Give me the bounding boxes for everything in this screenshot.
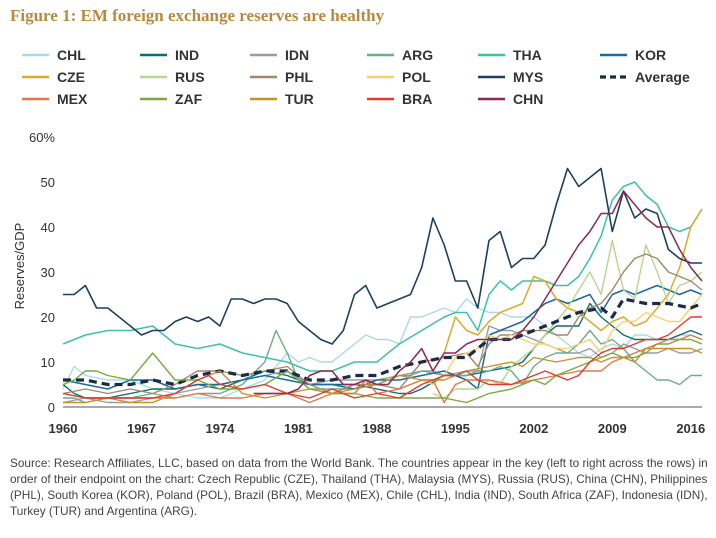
series-line-zaf [62, 338, 703, 404]
series-line-mys [63, 167, 702, 345]
y-tick-label: 30 [41, 265, 55, 280]
plot-area [62, 167, 703, 404]
figure-title: Figure 1: EM foreign exchange reserves a… [10, 6, 385, 25]
legend-label-mex: MEX [57, 91, 88, 107]
y-tick-label: 10 [41, 355, 55, 370]
legend-label-phl: PHL [285, 69, 313, 85]
series-line-chn [253, 190, 703, 395]
source-note: Source: Research Affiliates, LLC, based … [10, 456, 708, 518]
legend-label-idn: IDN [285, 47, 309, 63]
y-tick-label: 20 [41, 310, 55, 325]
x-tick-label: 2016 [676, 421, 705, 436]
legend-label-chl: CHL [57, 47, 86, 63]
legend-label-zaf: ZAF [175, 91, 203, 107]
series-line-average [63, 297, 703, 387]
x-tick-label: 1981 [284, 421, 313, 436]
y-tick-label: 60% [29, 130, 55, 145]
legend-label-bra: BRA [402, 91, 432, 107]
x-tick-label: 2009 [598, 421, 627, 436]
legend-label-mys: MYS [513, 69, 543, 85]
series-line-pol [399, 294, 703, 390]
legend-label-average: Average [635, 69, 690, 85]
series-line-mex [62, 334, 703, 404]
x-tick-label: 1988 [362, 421, 391, 436]
chart-legend: CHL IND IDN ARG THA KOR CZE RUS PHL POL MYS Average… [22, 47, 690, 107]
legend-label-kor: KOR [635, 47, 666, 63]
series-line-cze [432, 208, 703, 372]
y-tick-label: 40 [41, 220, 55, 235]
chart-axes: 0 10 20 30 40 50 60% 1960 1967 1974 1981 1988 1995 20… [29, 130, 705, 436]
series-line-tha [62, 181, 703, 372]
x-tick-label: 1974 [205, 421, 235, 436]
line-chart: CHL IND IDN ARG THA KOR CZE RUS PHL POL MYS Average… [12, 47, 705, 436]
legend-label-tha: THA [513, 47, 542, 63]
legend-label-tur: TUR [285, 91, 314, 107]
series-line-bra [62, 316, 702, 399]
x-tick-label: 1967 [127, 421, 156, 436]
x-tick-label: 1960 [49, 421, 78, 436]
y-axis-label: Reserves/GDP [12, 223, 27, 310]
legend-label-ind: IND [175, 47, 199, 63]
y-tick-label: 0 [48, 400, 55, 415]
series-line-phl [62, 253, 703, 395]
legend-label-cze: CZE [57, 69, 85, 85]
y-tick-label: 50 [41, 175, 55, 190]
legend-label-chn: CHN [513, 91, 543, 107]
legend-label-rus: RUS [175, 69, 205, 85]
legend-label-pol: POL [402, 69, 431, 85]
x-tick-label: 1995 [441, 421, 470, 436]
series-line-rus [432, 239, 703, 399]
legend-label-arg: ARG [402, 47, 433, 63]
x-tick-label: 2002 [519, 421, 548, 436]
